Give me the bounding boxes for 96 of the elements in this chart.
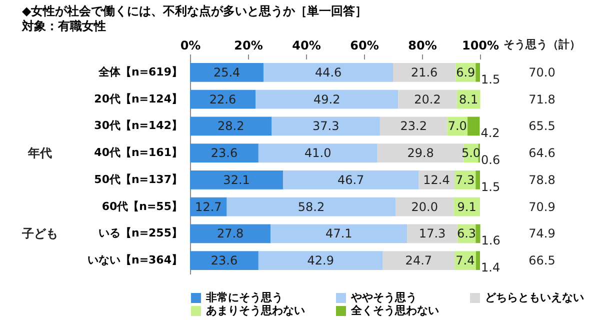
data-label: 44.6 [314, 65, 342, 80]
bar [398, 90, 457, 109]
text: 74.9 [528, 226, 556, 241]
data-label: 12.4 [423, 172, 450, 187]
data-label: 20.0 [411, 200, 438, 214]
data-label: 6.9 [456, 65, 476, 80]
data-label: 22.6 [209, 92, 236, 106]
data-label: 47.1 [326, 226, 352, 241]
data-label: 7.4 [456, 254, 475, 268]
data-label: 23.6 [210, 254, 238, 268]
bar [190, 63, 264, 82]
data-label: 12.7 [195, 200, 222, 214]
data-label: 23.6 [210, 146, 238, 160]
data-label: 7.0 [448, 119, 467, 134]
text: 対象：有職女性 [21, 19, 106, 33]
data-label: 9.1 [457, 200, 476, 214]
data-label: 25.4 [213, 65, 240, 80]
data-label: 6.3 [456, 226, 476, 241]
bar [256, 90, 398, 109]
data-label: 28.2 [218, 119, 244, 134]
bar [476, 170, 480, 190]
legend-label: 非常にそう思う [205, 291, 283, 304]
bar [382, 251, 454, 270]
data-label: 1.4 [481, 260, 500, 275]
bar [476, 224, 480, 244]
text: 78.8 [528, 172, 556, 187]
y-tick-label: いる【n=255】 [98, 226, 182, 240]
bar [190, 90, 256, 109]
y-tick-label: 全体【n=619】 [97, 65, 182, 78]
bar [270, 224, 408, 244]
bar [476, 251, 480, 270]
legend-label: ややそう思う [350, 291, 417, 304]
bar [468, 116, 480, 136]
y-tick-label: 40代【n=161】 [94, 146, 182, 160]
bar [407, 224, 458, 244]
text: 66.5 [528, 254, 556, 268]
data-label: 58.2 [298, 200, 325, 214]
bar [226, 197, 396, 216]
bar [258, 251, 383, 270]
y-tick-label: 20代【n=124】 [94, 92, 182, 106]
data-label: 27.8 [216, 226, 244, 241]
data-label: 1.6 [481, 234, 500, 248]
y-tick-label: いない【n=364】 [87, 254, 182, 267]
data-label: 42.9 [307, 254, 334, 268]
data-label: 46.7 [337, 172, 364, 187]
y-tick-label: 60代【n=55】 [102, 200, 182, 213]
bar [264, 63, 393, 82]
data-label: 29.8 [407, 146, 434, 160]
legend-label: 全くそう思わない [350, 304, 439, 317]
x-tick-label: 40% [292, 38, 321, 52]
data-label: 24.7 [405, 254, 432, 268]
x-tick-label: 80% [408, 38, 437, 52]
y-tick-label: 30代【n=142】 [94, 119, 182, 132]
data-label: 23.2 [400, 119, 427, 134]
bar [272, 116, 380, 136]
bar [258, 144, 378, 162]
text: 65.5 [528, 119, 556, 134]
text: 64.6 [528, 146, 556, 160]
x-tick-label: 0% [180, 38, 201, 52]
chart-title: ◆女性が社会で働くには、不利な点が多いと思うか［単一回答］ [22, 4, 368, 18]
text: 子ども [21, 226, 58, 241]
text: そう思う（計） [504, 38, 580, 51]
data-label: 32.1 [223, 172, 250, 187]
data-label: 17.3 [418, 226, 446, 241]
bar [190, 224, 271, 244]
x-tick-label: 100% [462, 38, 500, 52]
data-label: 37.3 [312, 119, 340, 134]
bar [380, 116, 448, 136]
data-label: 7.3 [456, 172, 475, 187]
x-tick-label: 60% [350, 38, 379, 52]
text: 71.8 [528, 92, 556, 106]
data-label: 5.0 [461, 146, 481, 160]
data-label: 8.1 [459, 92, 478, 106]
legend-label: どちらともいえない [485, 291, 584, 304]
y-tick-label: 50代【n=137】 [94, 172, 182, 186]
text: 70.0 [528, 65, 556, 80]
data-label: 1.5 [481, 72, 500, 86]
text: 年代 [27, 146, 52, 160]
data-label: 4.2 [480, 126, 500, 140]
bar [190, 251, 258, 270]
text: 70.9 [528, 200, 556, 214]
bar [476, 63, 480, 82]
data-label: 41.0 [304, 146, 332, 160]
legend-label: あまりそう思わない [206, 304, 305, 317]
data-label: 21.6 [410, 65, 438, 80]
bar [190, 144, 258, 162]
bar [393, 63, 456, 82]
data-label: 0.6 [481, 153, 500, 168]
bar [190, 170, 284, 190]
bar [377, 144, 464, 162]
bar [190, 116, 272, 136]
bar [283, 170, 419, 190]
data-label: 1.5 [481, 180, 500, 194]
data-label: 49.2 [314, 92, 340, 106]
data-label: 20.2 [414, 92, 441, 106]
x-tick-label: 20% [234, 38, 263, 52]
